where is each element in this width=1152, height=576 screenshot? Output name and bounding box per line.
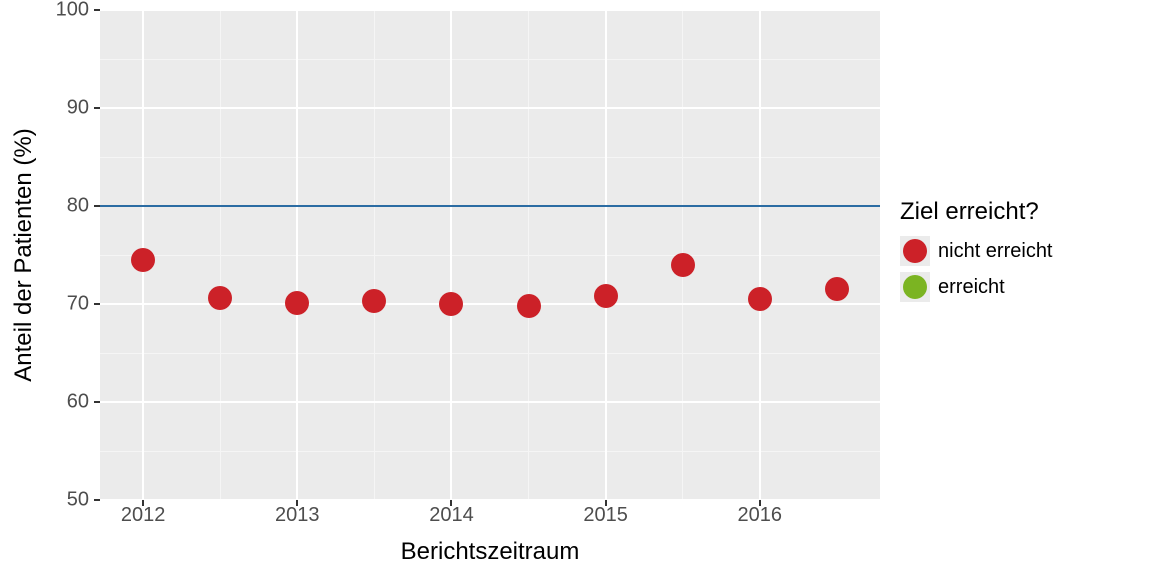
x-tick-label: 2013 <box>275 504 320 527</box>
x-tick-label: 2016 <box>738 504 783 527</box>
grid-minor-h <box>100 157 880 158</box>
plot-panel <box>100 10 880 500</box>
y-tick-label: 70 <box>29 293 89 316</box>
chart-container: 50 60 70 80 90 100 2012 2013 2014 2015 2016 Antei… <box>0 0 1152 576</box>
grid-minor-h <box>100 255 880 256</box>
data-point <box>439 292 463 316</box>
grid-minor-h <box>100 353 880 354</box>
data-point <box>594 284 618 308</box>
data-point <box>517 294 541 318</box>
legend-item: nicht erreicht <box>900 236 1130 266</box>
y-tick-label: 60 <box>29 391 89 414</box>
data-point <box>285 291 309 315</box>
x-tick-label: 2012 <box>121 504 166 527</box>
legend-swatch <box>900 236 930 266</box>
y-tick-mark <box>94 401 100 403</box>
legend-title: Ziel erreicht? <box>900 198 1130 226</box>
data-point <box>362 289 386 313</box>
grid-major-v <box>450 10 452 500</box>
legend-item-label: nicht erreicht <box>938 240 1053 263</box>
y-tick-mark <box>94 205 100 207</box>
reference-line <box>100 205 880 207</box>
y-tick-mark <box>94 107 100 109</box>
grid-major-h <box>100 401 880 403</box>
y-tick-label: 100 <box>29 0 89 22</box>
y-axis-label: Anteil der Patienten (%) <box>10 128 38 381</box>
grid-minor-v <box>220 10 221 500</box>
legend: Ziel erreicht? nicht erreicht erreicht <box>900 198 1130 308</box>
grid-major-h <box>100 9 880 11</box>
y-tick-label: 50 <box>29 489 89 512</box>
grid-major-h <box>100 107 880 109</box>
y-tick-label: 80 <box>29 195 89 218</box>
y-tick-mark <box>94 303 100 305</box>
legend-dot-icon <box>903 239 927 263</box>
grid-minor-v <box>374 10 375 500</box>
data-point <box>748 287 772 311</box>
grid-minor-h <box>100 59 880 60</box>
y-tick-mark <box>94 9 100 11</box>
grid-major-v <box>759 10 761 500</box>
data-point <box>671 253 695 277</box>
grid-major-v <box>605 10 607 500</box>
data-point <box>131 248 155 272</box>
x-axis-label: Berichtszeitraum <box>401 538 580 566</box>
x-tick-label: 2014 <box>429 504 474 527</box>
grid-minor-v <box>528 10 529 500</box>
x-tick-label: 2015 <box>583 504 628 527</box>
y-tick-label: 90 <box>29 97 89 120</box>
grid-major-v <box>296 10 298 500</box>
data-point <box>208 286 232 310</box>
legend-swatch <box>900 272 930 302</box>
legend-item-label: erreicht <box>938 276 1005 299</box>
grid-minor-h <box>100 451 880 452</box>
data-point <box>825 277 849 301</box>
legend-dot-icon <box>903 275 927 299</box>
legend-item: erreicht <box>900 272 1130 302</box>
